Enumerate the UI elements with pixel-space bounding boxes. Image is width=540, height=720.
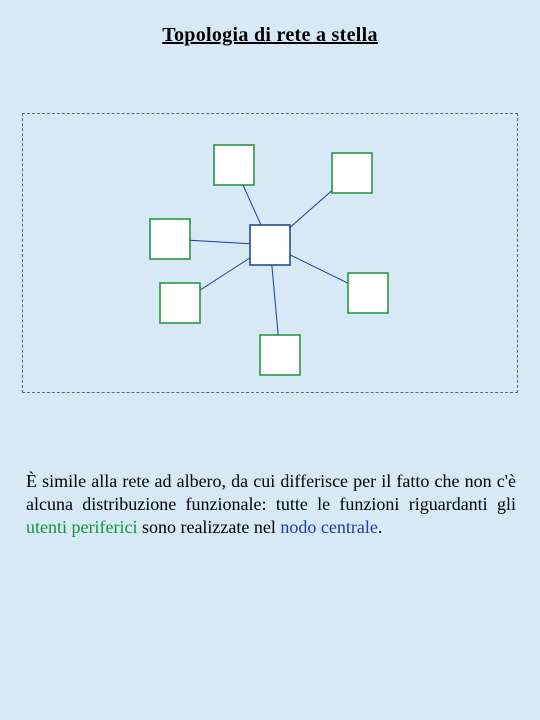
- central-node: [250, 225, 290, 265]
- star-network-diagram: [22, 113, 518, 393]
- edge: [243, 185, 261, 225]
- desc-part-3: sono realizzate nel: [137, 517, 280, 537]
- peripheral-node: [214, 145, 254, 185]
- desc-part-1: È simile alla rete ad albero, da cui dif…: [26, 471, 516, 514]
- edge: [290, 255, 348, 283]
- peripheral-node: [332, 153, 372, 193]
- description-paragraph: È simile alla rete ad albero, da cui dif…: [26, 470, 516, 539]
- page-title: Topologia di rete a stella: [0, 0, 540, 47]
- edge: [200, 258, 250, 290]
- peripheral-node: [260, 335, 300, 375]
- desc-part-5: .: [378, 517, 383, 537]
- desc-blue-term: nodo centrale: [280, 517, 377, 537]
- edge: [290, 191, 332, 228]
- edge: [272, 265, 278, 335]
- page: Topologia di rete a stella È simile alla…: [0, 0, 540, 720]
- peripheral-node: [150, 219, 190, 259]
- peripheral-node: [160, 283, 200, 323]
- peripheral-node: [348, 273, 388, 313]
- desc-green-term: utenti periferici: [26, 517, 137, 537]
- edge: [190, 240, 250, 244]
